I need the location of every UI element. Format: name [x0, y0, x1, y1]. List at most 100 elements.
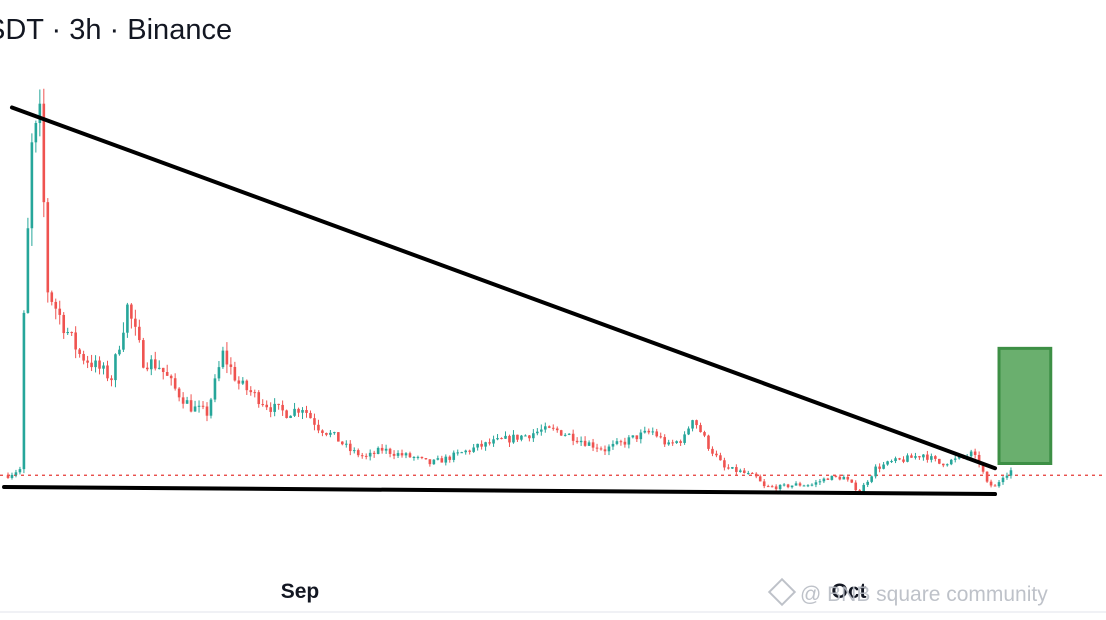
candle	[579, 436, 583, 446]
candle	[663, 434, 666, 447]
candle-body	[34, 123, 38, 143]
candle-body	[6, 475, 10, 478]
candle-body	[169, 375, 173, 379]
candle-body	[599, 448, 603, 450]
candle-body	[516, 434, 519, 440]
candle	[675, 440, 678, 444]
candle-body	[997, 482, 1001, 487]
candle	[368, 449, 372, 461]
candle	[496, 434, 499, 441]
candle-body	[547, 426, 551, 428]
candle	[969, 449, 973, 458]
candle	[54, 298, 58, 320]
candle-body	[750, 472, 754, 474]
candle-body	[249, 390, 253, 393]
candle	[197, 400, 201, 413]
candle-body	[528, 435, 531, 439]
candle	[26, 217, 30, 314]
candle-body	[862, 484, 865, 493]
candle	[122, 322, 125, 352]
candle-body	[786, 484, 790, 488]
candle	[866, 480, 869, 487]
candle	[778, 484, 782, 491]
candle-body	[265, 404, 268, 408]
candle	[587, 440, 591, 446]
candle-body	[782, 484, 786, 486]
candle-body	[571, 433, 575, 441]
candle-body	[376, 447, 380, 454]
candle	[356, 448, 360, 458]
candle	[376, 446, 380, 455]
candle	[691, 419, 694, 432]
candle-body	[834, 475, 838, 477]
candle	[261, 399, 265, 407]
candle	[309, 410, 312, 419]
candle-body	[193, 406, 197, 412]
candle	[762, 478, 766, 489]
candle	[412, 456, 416, 461]
candle	[695, 419, 698, 429]
candle-body	[957, 456, 961, 459]
candle-body	[82, 353, 85, 361]
candle-body	[766, 486, 770, 488]
candle	[750, 472, 754, 474]
candle	[878, 463, 881, 473]
candle	[997, 480, 1001, 488]
candle	[456, 449, 460, 456]
candle-body	[153, 359, 157, 369]
candle-body	[544, 426, 547, 430]
candle	[102, 362, 105, 375]
candle-body	[583, 440, 587, 446]
candle-body	[563, 434, 567, 436]
candle-body	[746, 472, 750, 474]
candle	[902, 456, 905, 464]
candle-body	[356, 450, 360, 456]
candle	[62, 312, 66, 339]
candle	[623, 437, 627, 448]
candle	[464, 449, 467, 455]
candle	[281, 400, 284, 416]
candle	[655, 428, 659, 438]
candle-body	[130, 304, 133, 319]
candle	[213, 374, 217, 403]
candle	[774, 484, 778, 491]
candle-body	[770, 486, 774, 488]
candle	[289, 415, 292, 419]
candle	[305, 405, 308, 418]
candle-body	[719, 455, 722, 461]
candle-body	[217, 367, 221, 379]
candle-body	[830, 475, 834, 480]
candle-body	[197, 405, 201, 407]
candle	[555, 426, 559, 433]
candle	[388, 447, 392, 458]
candle-body	[181, 397, 185, 404]
candle-body	[810, 484, 814, 486]
candle	[524, 434, 527, 437]
candle	[384, 444, 388, 454]
candle	[78, 347, 81, 358]
candle	[715, 450, 718, 458]
candle-body	[615, 441, 619, 444]
candle	[329, 429, 332, 438]
candle	[647, 428, 651, 435]
candle	[130, 303, 133, 329]
candle	[90, 354, 93, 372]
candle-body	[878, 466, 881, 469]
candle	[806, 484, 810, 488]
candle-body	[559, 430, 563, 436]
candle	[914, 452, 917, 460]
candle-body	[814, 482, 818, 485]
candle	[98, 356, 101, 375]
candle	[86, 355, 89, 369]
candle-body	[639, 432, 643, 440]
candle-body	[122, 332, 125, 350]
candle-body	[66, 332, 69, 334]
candle-body	[30, 142, 34, 229]
candle-body	[635, 435, 639, 440]
candle	[906, 453, 909, 463]
candle	[810, 483, 814, 487]
candle	[341, 441, 344, 446]
candle	[492, 435, 495, 447]
candle	[842, 474, 846, 480]
